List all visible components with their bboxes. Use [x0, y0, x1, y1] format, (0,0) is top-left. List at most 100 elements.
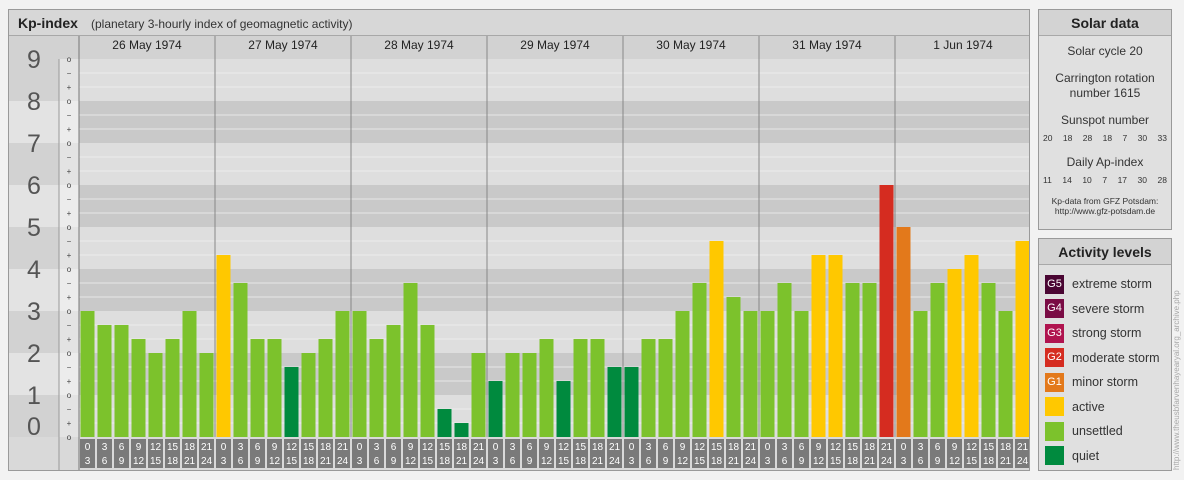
sunspot-value: 33 — [1157, 133, 1167, 143]
time-interval-box — [862, 439, 877, 468]
minor-tick-label: + — [67, 251, 72, 260]
y-tick-label: 8 — [27, 88, 41, 116]
minor-tick-label: − — [67, 195, 72, 204]
plot-band — [79, 59, 1029, 101]
y-band-label — [9, 101, 59, 143]
time-interval-box — [930, 439, 945, 468]
time-interval-box — [131, 439, 146, 468]
time-interval-end: 21 — [184, 456, 196, 467]
time-interval-box — [658, 439, 673, 468]
time-interval-end: 3 — [85, 456, 91, 467]
time-interval-end: 18 — [711, 456, 723, 467]
minor-tick-label: o — [67, 181, 72, 190]
day-label: 1 Jun 1974 — [933, 38, 993, 52]
time-interval-end: 18 — [983, 456, 995, 467]
sunspot-label: Sunspot number — [1060, 113, 1150, 127]
time-interval-start: 0 — [901, 442, 907, 453]
time-interval-start: 0 — [221, 442, 227, 453]
time-interval-end: 24 — [337, 456, 349, 467]
time-interval-box — [386, 439, 401, 468]
time-interval-end: 9 — [663, 456, 669, 467]
kp-bar — [964, 255, 979, 437]
ap-value: 30 — [1137, 175, 1148, 185]
time-interval-box — [199, 439, 214, 468]
time-interval-end: 3 — [221, 456, 227, 467]
time-interval-start: 6 — [663, 442, 669, 453]
time-interval-start: 3 — [782, 442, 788, 453]
kp-bar — [403, 282, 418, 437]
chart-subtitle: (planetary 3-hourly index of geomagnetic… — [91, 17, 353, 31]
credit-link[interactable]: http://www.gfz-potsdam.de — [1054, 206, 1156, 216]
legend-label: severe storm — [1072, 301, 1145, 316]
time-interval-start: 21 — [473, 442, 485, 453]
time-interval-end: 24 — [1017, 456, 1029, 467]
legend-swatch: G5 — [1045, 274, 1064, 294]
legend-item: unsettled — [1045, 421, 1123, 441]
time-interval-box — [760, 439, 775, 468]
y-tick-label: 6 — [27, 172, 41, 200]
activity-levels-panel: Activity levels G5 extreme storm G4 severe … — [1038, 238, 1172, 471]
time-interval-end: 18 — [575, 456, 587, 467]
time-interval-box — [488, 439, 503, 468]
time-interval-box — [607, 439, 622, 468]
carrington-rotation: Carrington rotation number 1615 — [1039, 71, 1171, 101]
y-tick-label: 9 — [27, 46, 41, 74]
time-interval-start: 21 — [337, 442, 349, 453]
kp-bar — [607, 366, 622, 437]
kp-bar — [352, 311, 367, 437]
time-interval-box — [709, 439, 724, 468]
kp-bar — [165, 339, 180, 437]
chart-header: Kp-index (planetary 3-hourly index of ge… — [9, 10, 1029, 36]
kp-bar — [131, 339, 146, 437]
kp-bar — [1015, 240, 1029, 437]
time-interval-end: 12 — [133, 456, 145, 467]
y-band-label — [9, 59, 59, 101]
time-interval-end: 15 — [150, 456, 162, 467]
ap-value: 17 — [1117, 175, 1128, 185]
kp-bar — [267, 339, 282, 437]
y-band-label — [9, 185, 59, 227]
time-interval-end: 12 — [541, 456, 553, 467]
minor-tick-label: + — [67, 419, 72, 428]
time-interval-start: 6 — [255, 442, 261, 453]
time-interval-end: 6 — [646, 456, 652, 467]
solar-data-panel: Solar data Solar cycle 20 Carrington rot… — [1038, 9, 1172, 230]
time-interval-end: 18 — [167, 456, 179, 467]
chart-title: Kp-index — [18, 15, 78, 31]
time-interval-end: 21 — [320, 456, 332, 467]
y-tick-label: 1 — [27, 382, 41, 410]
time-interval-box — [675, 439, 690, 468]
minor-tick-label: − — [67, 153, 72, 162]
legend-item: G1 minor storm — [1045, 372, 1138, 392]
minor-tick-band — [59, 395, 79, 437]
ap-index-values: 11 14 10 7 17 30 28 — [1039, 175, 1171, 185]
minor-tick-label: o — [67, 55, 72, 64]
time-interval-end: 3 — [629, 456, 635, 467]
time-interval-start: 0 — [357, 442, 363, 453]
kp-bar — [624, 366, 639, 437]
time-interval-start: 0 — [765, 442, 771, 453]
kp-bar — [913, 311, 928, 437]
legend-item: active — [1045, 397, 1105, 416]
time-interval-box — [794, 439, 809, 468]
time-interval-box — [998, 439, 1013, 468]
carrington-line-2: number 1615 — [1069, 86, 1141, 100]
kp-bar-chart: 0123456789o+−o+−o+−o+−o+−o+−o+−o+−o+−o26… — [9, 36, 1029, 470]
time-interval-box — [556, 439, 571, 468]
time-interval-start: 9 — [136, 442, 142, 453]
time-interval-start: 9 — [816, 442, 822, 453]
time-interval-start: 18 — [320, 442, 332, 453]
minor-tick-label: − — [67, 237, 72, 246]
carrington-line-1: Carrington rotation — [1055, 71, 1155, 85]
day-label: 31 May 1974 — [792, 38, 862, 52]
time-interval-end: 21 — [864, 456, 876, 467]
minor-tick-label: + — [67, 293, 72, 302]
time-interval-box — [641, 439, 656, 468]
kp-bar — [199, 353, 214, 437]
time-interval-start: 3 — [374, 442, 380, 453]
time-interval-end: 18 — [303, 456, 315, 467]
time-interval-box — [114, 439, 129, 468]
time-interval-end: 15 — [830, 456, 842, 467]
kp-bar — [250, 339, 265, 437]
time-interval-start: 12 — [830, 442, 842, 453]
